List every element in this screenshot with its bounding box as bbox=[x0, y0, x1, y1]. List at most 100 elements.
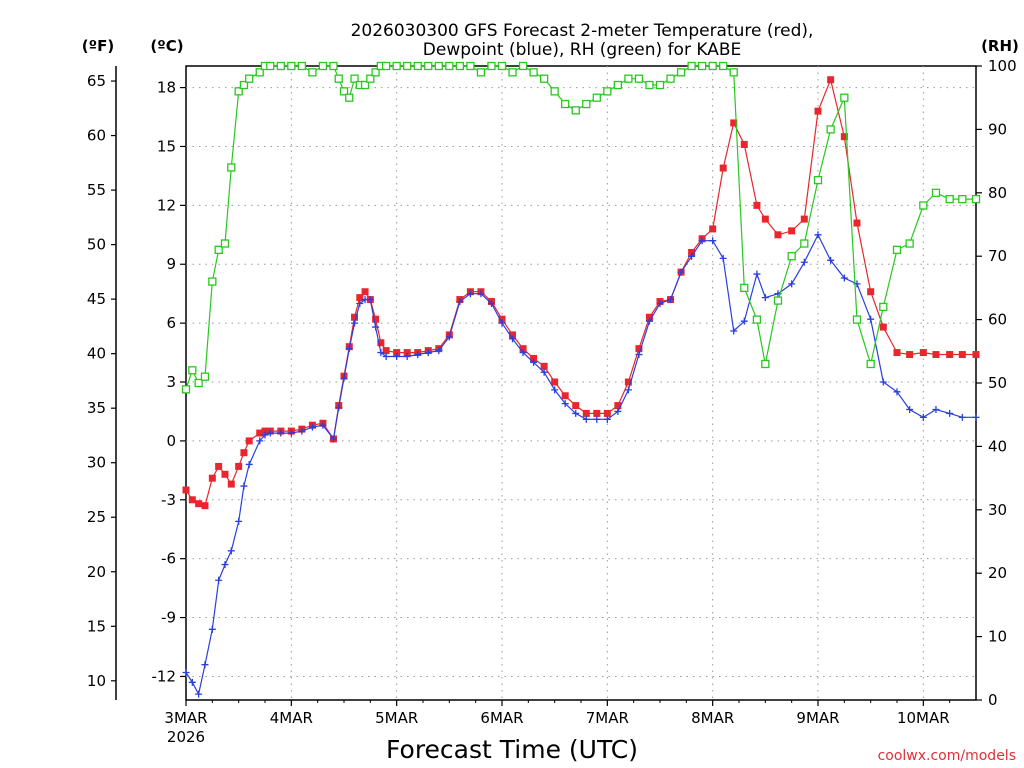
rh-point bbox=[740, 283, 749, 293]
rh-point bbox=[582, 99, 591, 109]
dewpoint-point bbox=[351, 319, 359, 327]
temperature-point bbox=[551, 378, 559, 386]
rh-point bbox=[852, 315, 862, 324]
rh-point bbox=[634, 74, 644, 83]
rh-point bbox=[708, 61, 717, 71]
x-tick-label: 7MAR bbox=[586, 709, 629, 727]
temperature-point bbox=[867, 288, 875, 296]
dewpoint-point bbox=[709, 237, 717, 245]
dewpoint-point bbox=[519, 349, 527, 357]
rh-point bbox=[539, 74, 549, 83]
temperature-point bbox=[561, 392, 569, 400]
rh-point bbox=[719, 61, 728, 71]
rh-point bbox=[840, 93, 849, 102]
dewpoint-point bbox=[603, 415, 611, 423]
dewpoint-point bbox=[593, 415, 601, 423]
dewpoint-point bbox=[335, 404, 343, 412]
rh-point bbox=[308, 68, 317, 77]
celsius-tick-label: 9 bbox=[166, 255, 176, 273]
temperature-point bbox=[235, 462, 243, 470]
temperature-point bbox=[753, 201, 761, 209]
temperature-point bbox=[645, 313, 653, 321]
temperature-point bbox=[351, 313, 359, 321]
celsius-unit-label: (ºC) bbox=[150, 37, 183, 55]
temperature-point bbox=[201, 502, 209, 510]
chart-title: 2026030300 GFS Forecast 2-meter Temperat… bbox=[351, 21, 814, 41]
x-tick-label: 10MAR bbox=[897, 709, 950, 727]
chart-subtitle: Dewpoint (blue), RH (green) for KABE bbox=[423, 40, 741, 60]
dewpoint-point bbox=[893, 388, 901, 396]
temperature-line bbox=[185, 77, 976, 507]
dewpoint-series bbox=[182, 231, 980, 698]
dewpoint-point bbox=[403, 353, 411, 361]
dewpoint-point bbox=[840, 274, 848, 282]
temperature-point bbox=[893, 349, 901, 357]
rh-point bbox=[234, 87, 243, 96]
dewpoint-point bbox=[424, 349, 432, 357]
dewpoint-point bbox=[256, 437, 264, 445]
temperature-point bbox=[800, 215, 808, 223]
dewpoint-point bbox=[261, 431, 269, 439]
temperature-point bbox=[840, 133, 848, 141]
rh-point bbox=[181, 385, 191, 394]
rh-tick-label: 50 bbox=[988, 374, 1007, 392]
temperature-point bbox=[403, 349, 411, 357]
fahrenheit-unit-label: (ºF) bbox=[82, 37, 114, 55]
temperature-point bbox=[361, 288, 369, 296]
celsius-tick-label: 6 bbox=[166, 314, 176, 332]
rh-point bbox=[697, 61, 707, 71]
temperature-point bbox=[919, 349, 927, 357]
temperature-point bbox=[195, 500, 203, 508]
temperature-point bbox=[393, 349, 401, 357]
rh-point bbox=[287, 61, 296, 71]
rh-point bbox=[403, 61, 412, 71]
dewpoint-point bbox=[906, 405, 914, 413]
temperature-point bbox=[624, 378, 632, 386]
dewpoint-point bbox=[530, 358, 538, 366]
rh-point bbox=[866, 359, 875, 369]
rh-point bbox=[200, 372, 210, 381]
rh-point bbox=[245, 74, 254, 83]
dewpoint-point bbox=[814, 231, 822, 239]
dewpoint-point bbox=[195, 690, 203, 698]
fahrenheit-tick-label: 45 bbox=[87, 290, 106, 308]
dewpoint-point bbox=[561, 400, 569, 408]
dewpoint-point bbox=[645, 317, 653, 325]
rh-point bbox=[752, 315, 762, 324]
rh-point bbox=[360, 80, 370, 90]
temperature-point bbox=[719, 164, 727, 172]
rh-point bbox=[761, 359, 770, 369]
dewpoint-point bbox=[319, 421, 327, 429]
temperature-point bbox=[256, 429, 264, 437]
rh-point bbox=[188, 366, 197, 375]
rh-tick-label: 30 bbox=[988, 501, 1007, 519]
temperature-point bbox=[603, 409, 611, 417]
rh-point bbox=[919, 201, 928, 210]
celsius-tick-label: 15 bbox=[157, 137, 176, 155]
rh-point bbox=[227, 163, 236, 172]
dewpoint-point bbox=[221, 561, 229, 569]
rh-tick-label: 100 bbox=[988, 57, 1017, 75]
rh-tick-label: 70 bbox=[988, 247, 1007, 265]
rh-point bbox=[971, 194, 981, 204]
rh-point bbox=[487, 61, 496, 71]
rh-point bbox=[329, 61, 338, 71]
x-tick-label: 4MAR bbox=[270, 709, 313, 727]
temperature-point bbox=[261, 427, 269, 435]
plot-area-frame bbox=[185, 65, 977, 701]
temperature-point bbox=[227, 480, 235, 488]
dewpoint-point bbox=[958, 413, 966, 421]
fahrenheit-tick-label: 25 bbox=[87, 508, 106, 526]
rh-point bbox=[676, 68, 686, 77]
temperature-point bbox=[730, 119, 738, 127]
rh-tick-label: 40 bbox=[988, 437, 1007, 455]
rh-point bbox=[214, 245, 223, 255]
rh-point bbox=[529, 68, 538, 77]
rh-point bbox=[550, 87, 559, 96]
dewpoint-point bbox=[688, 252, 696, 260]
dewpoint-point bbox=[761, 294, 769, 302]
rh-point bbox=[813, 175, 823, 185]
dewpoint-point bbox=[227, 547, 235, 555]
rh-point bbox=[371, 68, 380, 77]
dewpoint-point bbox=[215, 576, 223, 584]
